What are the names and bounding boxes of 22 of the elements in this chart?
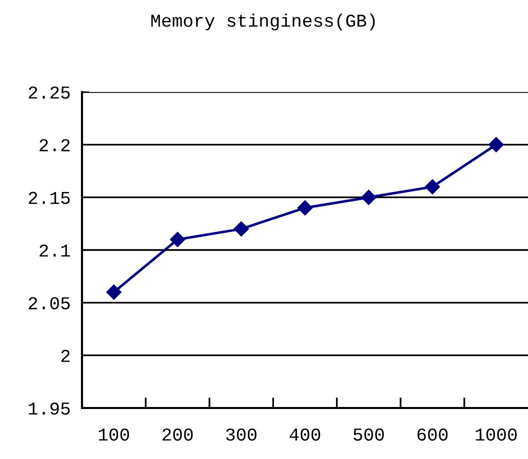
point: [488, 137, 504, 152]
y-tick-label: 1.95: [28, 402, 70, 415]
point: [297, 200, 313, 216]
x-tick-label: 300: [226, 428, 256, 441]
x-tick-label: 100: [98, 428, 129, 441]
y-tick-label: 2.15: [28, 192, 70, 204]
point: [106, 284, 122, 300]
y-tick-label: 2.2: [40, 139, 70, 152]
point: [234, 221, 249, 237]
point: [424, 179, 440, 194]
y-tick-label: 2.1: [40, 244, 70, 257]
y-tick-label: 2: [61, 350, 70, 362]
x-tick-label: 500: [354, 428, 384, 441]
point: [361, 190, 376, 205]
chart-title: Memory stinginess(GB): [151, 14, 375, 30]
y-tick-label: 2.05: [28, 297, 70, 310]
y-tick-label: 2.25: [28, 86, 70, 99]
x-tick-label: 400: [290, 428, 320, 441]
x-tick-label: 600: [418, 428, 448, 441]
x-tick-label: 1000: [476, 428, 517, 441]
x-tick-label: 200: [162, 428, 193, 441]
point: [170, 232, 186, 248]
